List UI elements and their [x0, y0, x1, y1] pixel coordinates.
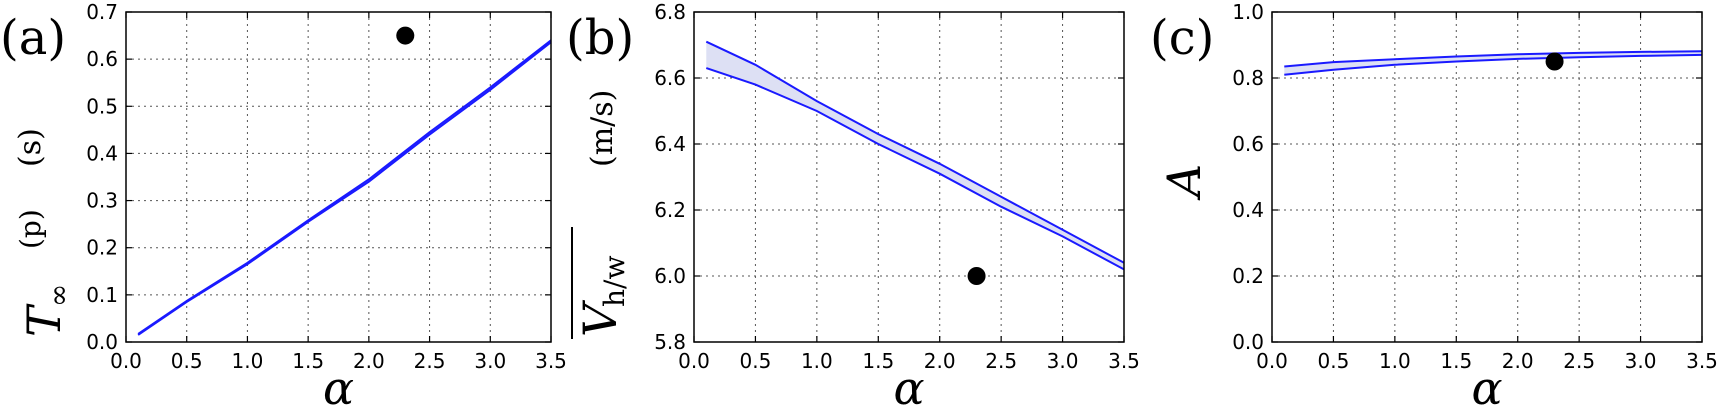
axes-frame: [125, 11, 552, 343]
y-tick-label: 0.2: [1232, 264, 1264, 288]
series-line-upper: [1284, 50, 1703, 68]
y-axis-label: Vh/w (m/s): [571, 90, 631, 339]
x-tick-label: 2.5: [985, 349, 1017, 373]
x-tick-label: 3.5: [1108, 349, 1140, 373]
x-tick-label: 0.0: [110, 349, 142, 373]
y-label-unit: (s): [13, 128, 48, 167]
x-tick-label: 1.0: [232, 349, 264, 373]
x-tick-label: 0.5: [171, 349, 203, 373]
y-tick-label: 0.4: [1232, 198, 1264, 222]
y-label-subscript: ∞: [42, 284, 75, 307]
y-tick-label: 6.2: [654, 198, 686, 222]
y-label-superscript: (p): [14, 209, 47, 249]
x-axis-label: α: [323, 361, 354, 413]
x-tick-label: 1.5: [292, 349, 324, 373]
y-tick-label: 0.5: [86, 94, 118, 118]
series-line-lower: [705, 67, 1125, 271]
y-tick-label: 0.2: [86, 236, 118, 260]
y-tick-label: 0.6: [86, 47, 118, 71]
y-tick-label: 0.0: [1232, 330, 1264, 354]
axes-frame: [693, 11, 1125, 343]
x-tick-label: 2.0: [924, 349, 956, 373]
y-tick-label: 0.6: [1232, 132, 1264, 156]
x-tick-label: 2.0: [1502, 349, 1534, 373]
y-tick-label: 6.4: [654, 132, 686, 156]
y-axis-label: T∞ (p) (s): [13, 128, 75, 337]
x-tick-label: 0.5: [740, 349, 772, 373]
x-tick-label: 2.0: [353, 349, 385, 373]
x-tick-label: 3.0: [474, 349, 506, 373]
x-tick-label: 1.5: [1440, 349, 1472, 373]
x-tick-label: 1.5: [862, 349, 894, 373]
axes-frame: [1271, 11, 1703, 343]
data-point-marker: [967, 267, 986, 285]
x-tick-label: 3.0: [1625, 349, 1657, 373]
series-line-lower: [137, 41, 552, 336]
y-tick-label: 6.6: [654, 66, 686, 90]
confidence-band: [138, 40, 551, 335]
y-label-symbol: A: [1157, 164, 1211, 201]
x-axis-label: α: [893, 361, 924, 413]
x-axis-label: α: [1471, 361, 1502, 413]
x-tick-label: 0.0: [678, 349, 710, 373]
y-label-symbol: V: [573, 299, 627, 337]
y-tick-label: 0.0: [86, 330, 118, 354]
x-tick-label: 3.5: [1686, 349, 1718, 373]
x-tick-label: 0.5: [1318, 349, 1350, 373]
y-tick-label: 0.1: [86, 283, 118, 307]
panel-a: 0.0 0.5 1.0 1.5 2.0 2.5 3.0 3.5 0.0 0.1 0.2 0.3 0.4 0…: [0, 0, 567, 413]
x-tick-label: 1.0: [1379, 349, 1411, 373]
series-line-upper: [705, 40, 1125, 264]
x-tick-label: 3.0: [1047, 349, 1079, 373]
y-tick-label: 1.0: [1232, 0, 1264, 24]
x-tick-label: 3.5: [535, 349, 567, 373]
data-point-marker: [396, 26, 415, 45]
y-tick-label: 0.8: [1232, 66, 1264, 90]
x-tick-label: 1.0: [801, 349, 833, 373]
y-label-unit: (m/s): [585, 90, 620, 167]
panel-label: (c): [1150, 10, 1214, 66]
panel-label: (a): [0, 10, 66, 66]
y-tick-label: 0.4: [86, 141, 118, 165]
x-tick-label: 0.0: [1256, 349, 1288, 373]
y-tick-label: 5.8: [654, 330, 686, 354]
x-tick-label: 2.5: [414, 349, 446, 373]
y-label-subscript: h/w: [598, 256, 631, 307]
x-tick-label: 2.5: [1563, 349, 1595, 373]
series-line-upper: [137, 39, 552, 335]
y-tick-label: 0.7: [86, 0, 118, 24]
panel-b: 0.0 0.5 1.0 1.5 2.0 2.5 3.0 3.5 5.8 6.0 6.2 6.4 6.6 6…: [566, 0, 1140, 413]
y-tick-label: 6.0: [654, 264, 686, 288]
panel-c: 0.0 0.5 1.0 1.5 2.0 2.5 3.0 3.5 0.0 0.2 0.4 0.6 0.8 1…: [1150, 0, 1718, 413]
y-label-symbol: T: [17, 303, 71, 337]
panel-label: (b): [566, 10, 634, 66]
y-axis-label: A: [1157, 164, 1211, 201]
data-point-marker: [1545, 52, 1564, 71]
y-tick-label: 6.8: [654, 0, 686, 24]
y-tick-label: 0.3: [86, 189, 118, 213]
series-line-lower: [1284, 53, 1703, 76]
